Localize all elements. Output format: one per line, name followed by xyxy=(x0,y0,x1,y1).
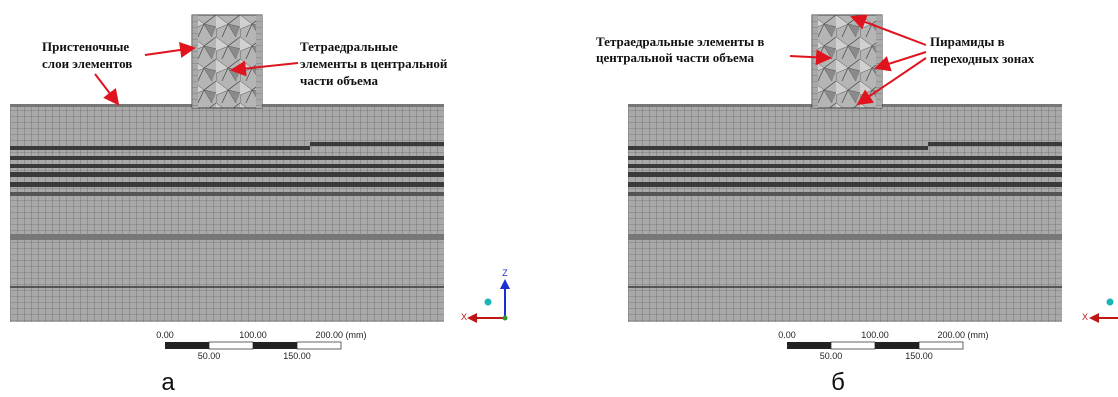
mesh xyxy=(628,104,1062,322)
scale-label: 150.00 xyxy=(905,351,933,361)
scale-label: 200.00 (mm) xyxy=(315,330,366,340)
annotation: части объема xyxy=(300,73,379,88)
panel-a: Пристеночные слои элементов Тетраедральн… xyxy=(10,15,510,396)
annotation: Тетраедральные xyxy=(300,39,398,54)
figure: Пристеночные слои элементов Тетраедральн… xyxy=(0,0,1118,397)
annotation: центральной части объема xyxy=(596,50,755,65)
triad-origin xyxy=(1107,299,1114,306)
scale-label: 0.00 xyxy=(778,330,796,340)
scale-label: 150.00 xyxy=(283,351,311,361)
scale-label: 100.00 xyxy=(861,330,889,340)
axis-label: Z xyxy=(502,268,508,278)
axis-label: X xyxy=(461,312,467,322)
mesh xyxy=(10,104,444,322)
scale-label: 50.00 xyxy=(820,351,843,361)
tet-column xyxy=(192,15,262,108)
axis-label: X xyxy=(1082,312,1088,322)
x-arrow xyxy=(467,313,477,323)
annotation: слои элементов xyxy=(42,56,132,71)
panel-b: Тетраедральные элементы в центральной ча… xyxy=(596,15,1118,396)
scale-bar xyxy=(165,342,341,349)
scale-label: 0.00 xyxy=(156,330,174,340)
scale-bar xyxy=(787,342,963,349)
arrow xyxy=(876,52,926,68)
scale-label: 200.00 (mm) xyxy=(937,330,988,340)
panel-label: а xyxy=(161,369,175,396)
triad-origin xyxy=(485,299,492,306)
scale-label: 50.00 xyxy=(198,351,221,361)
annotation: переходных зонах xyxy=(930,51,1035,66)
y-axis xyxy=(503,316,508,321)
annotation: Тетраедральные элементы в xyxy=(596,34,764,49)
arrow xyxy=(145,48,194,55)
panel-label: б xyxy=(831,369,845,396)
annotation: элементы в центральной xyxy=(300,56,448,71)
scale-label: 100.00 xyxy=(239,330,267,340)
arrow xyxy=(95,74,118,104)
annotation: Пирамиды в xyxy=(930,34,1005,49)
annotation: Пристеночные xyxy=(42,39,129,54)
z-arrow xyxy=(500,279,510,289)
x-arrow xyxy=(1089,313,1099,323)
